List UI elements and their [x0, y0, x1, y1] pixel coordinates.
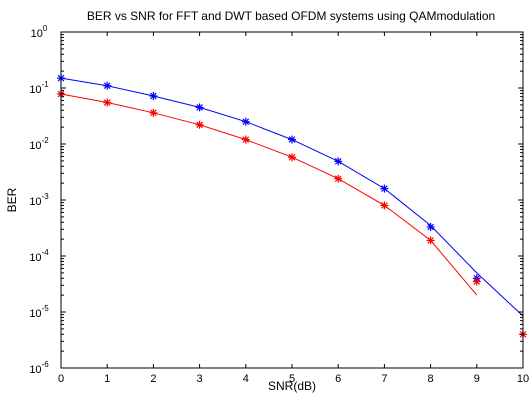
marker-stroke: [427, 237, 434, 244]
marker-stroke: [473, 278, 481, 285]
marker-stroke: [334, 175, 342, 183]
y-tick-exponent: -2: [42, 136, 50, 145]
marker-stroke: [242, 118, 250, 126]
series-1-marker: [195, 120, 204, 129]
y-tick-base: 10: [29, 140, 41, 152]
series-1-marker: [288, 153, 296, 162]
y-axis-label: BER: [5, 187, 19, 212]
marker-stroke: [427, 223, 434, 231]
marker-stroke: [381, 202, 388, 209]
marker-stroke: [334, 158, 342, 165]
x-tick-label: 10: [517, 373, 529, 385]
x-axis-label: SNR(dB): [268, 379, 316, 393]
y-tick-base: 10: [31, 28, 43, 40]
x-tick-label: 7: [381, 373, 387, 385]
series-1-marker: [426, 236, 435, 245]
series-1-marker: [103, 98, 112, 107]
marker-stroke: [103, 99, 111, 106]
x-tick-label: 9: [474, 373, 480, 385]
y-tick-exponent: -1: [42, 80, 50, 89]
y-tick-exponent: -6: [42, 360, 50, 369]
x-tick-label: 0: [58, 373, 64, 385]
x-tick-label: 5: [289, 373, 295, 385]
series-1-marker: [334, 174, 343, 183]
y-tick-label: 10-5: [29, 304, 49, 320]
y-tick-exponent: -4: [42, 248, 50, 257]
x-tick-label: 3: [197, 373, 203, 385]
y-tick-label: 10-3: [29, 192, 49, 208]
y-tick-label: 10-6: [29, 360, 49, 376]
chart-title: BER vs SNR for FFT and DWT based OFDM sy…: [87, 9, 495, 23]
y-tick-label: 10-2: [29, 136, 49, 152]
series-0-marker: [103, 81, 112, 90]
y-tick-base: 10: [29, 84, 41, 96]
x-tick-label: 4: [243, 373, 249, 385]
marker-stroke: [103, 82, 111, 90]
marker-stroke: [288, 136, 296, 143]
marker-stroke: [381, 185, 388, 192]
y-tick-label: 10-4: [29, 248, 49, 264]
series-0-marker: [380, 184, 389, 193]
series-1-marker: [380, 201, 389, 210]
series-0-marker: [288, 135, 296, 144]
series-1-line: [60, 93, 478, 296]
x-tick-label: 2: [150, 373, 156, 385]
y-tick-exponent: -5: [42, 304, 50, 313]
series-0-marker: [426, 222, 435, 231]
marker-stroke: [150, 109, 157, 117]
y-tick-exponent: -3: [42, 192, 50, 201]
x-tick-label: 6: [335, 373, 341, 385]
y-tick-exponent: 0: [43, 24, 48, 33]
marker-stroke: [150, 92, 157, 100]
series-1-marker: [149, 108, 158, 117]
series-1-marker: [241, 135, 250, 144]
marker-stroke: [196, 121, 203, 129]
y-tick-base: 10: [29, 308, 41, 320]
series-0-marker: [195, 103, 204, 112]
y-tick-label: 100: [31, 24, 48, 40]
marker-stroke: [288, 153, 296, 161]
series-0-marker: [334, 157, 343, 166]
x-tick-label: 8: [428, 373, 434, 385]
series-0-marker: [149, 91, 158, 100]
plot-area: [57, 74, 527, 339]
y-tick-base: 10: [29, 196, 41, 208]
y-tick-base: 10: [29, 252, 41, 264]
marker-stroke: [242, 136, 250, 143]
x-tick-label: 1: [104, 373, 110, 385]
series-1-marker: [472, 277, 481, 286]
y-tick-label: 10-1: [29, 80, 49, 96]
y-tick-base: 10: [29, 364, 41, 376]
series-0-marker: [241, 117, 250, 126]
marker-stroke: [196, 104, 203, 111]
